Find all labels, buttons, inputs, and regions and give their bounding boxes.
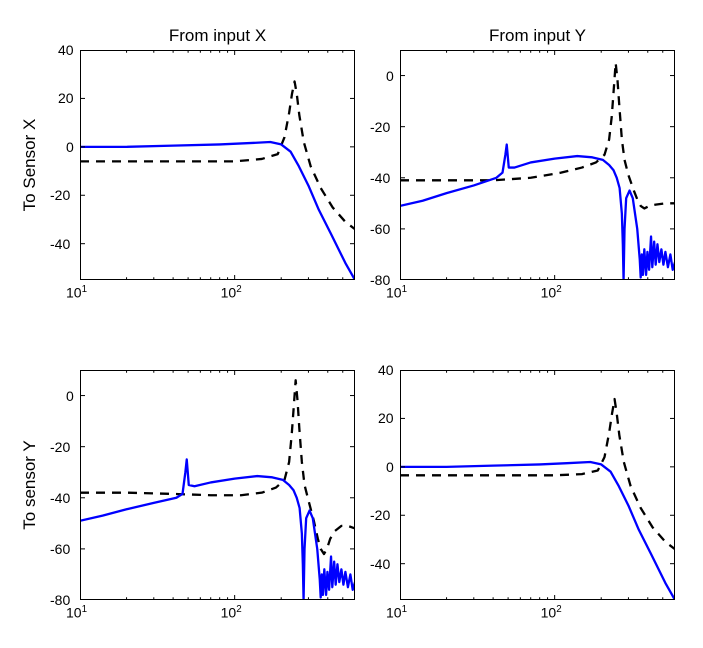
axis-box [401, 51, 675, 280]
ytick-label: -40 [50, 236, 70, 252]
panel-xy [400, 50, 675, 280]
panel-yy [400, 370, 675, 600]
ytick-label: -20 [370, 119, 390, 135]
series-black [400, 399, 675, 549]
series-blue [400, 145, 675, 280]
ytick-label: 0 [386, 459, 394, 475]
ytick-label: 20 [378, 410, 394, 426]
axis-box [81, 371, 355, 600]
xtick-label: 101 [386, 604, 407, 621]
ytick-label: 20 [58, 90, 74, 106]
ytick-label: 0 [66, 388, 74, 404]
ytick-label: 0 [66, 139, 74, 155]
series-black [80, 81, 355, 229]
xtick-label: 101 [66, 284, 87, 301]
panel-xx [80, 50, 355, 280]
xtick-label: 102 [221, 284, 242, 301]
ytick-label: 40 [378, 362, 394, 378]
series-blue [80, 142, 355, 280]
ytick-label: -20 [50, 439, 70, 455]
ytick-label: 0 [386, 68, 394, 84]
ytick-label: -40 [370, 556, 390, 572]
figure: From input X From input Y To Sensor X To… [0, 0, 703, 648]
col-title-y: From input Y [400, 26, 675, 46]
ytick-label: -40 [50, 490, 70, 506]
ytick-label: -60 [370, 221, 390, 237]
ytick-label: -40 [370, 170, 390, 186]
ytick-label: -80 [50, 592, 70, 608]
axis-box [401, 371, 675, 600]
ytick-label: -80 [370, 272, 390, 288]
col-title-x: From input X [80, 26, 355, 46]
series-blue [80, 459, 355, 600]
ytick-label: 40 [58, 42, 74, 58]
xtick-label: 102 [541, 284, 562, 301]
ytick-label: -20 [50, 187, 70, 203]
panel-yx [80, 370, 355, 600]
row-label-x: To Sensor X [20, 105, 40, 225]
xtick-label: 102 [221, 604, 242, 621]
ytick-label: -60 [50, 541, 70, 557]
series-blue [400, 462, 675, 600]
axis-box [81, 51, 355, 280]
xtick-label: 102 [541, 604, 562, 621]
series-black [400, 63, 675, 209]
ytick-label: -20 [370, 507, 390, 523]
row-label-y: To sensor Y [20, 425, 40, 545]
